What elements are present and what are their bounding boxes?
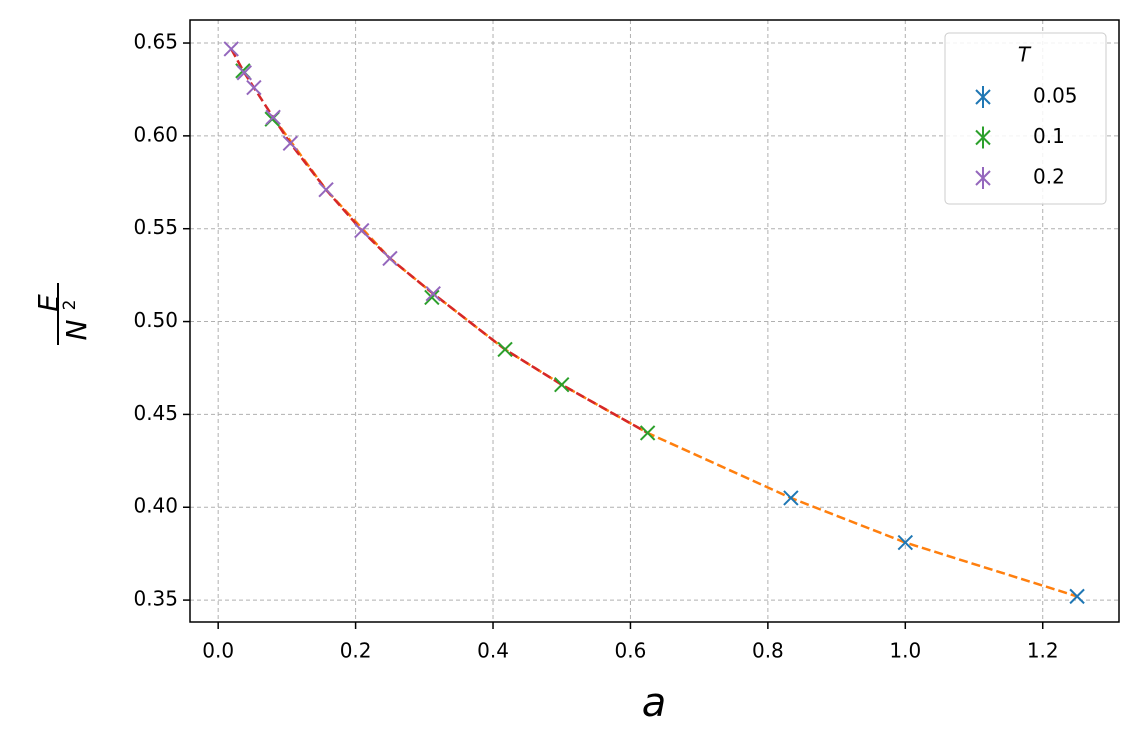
marker xyxy=(554,376,570,393)
x-tick-label: 0.2 xyxy=(340,639,372,663)
marker xyxy=(639,425,656,441)
marker xyxy=(223,41,239,57)
marker xyxy=(783,490,799,506)
marker xyxy=(425,285,441,302)
y-label-exponent: 2 xyxy=(60,300,80,311)
legend-marker xyxy=(975,167,991,189)
y-tick-label: 0.55 xyxy=(133,215,178,239)
legend-label: 0.1 xyxy=(1033,124,1065,148)
legend-marker xyxy=(975,86,991,108)
legend-title: T xyxy=(1018,43,1032,67)
marker xyxy=(1069,588,1085,605)
x-tick-label: 0.0 xyxy=(202,639,234,663)
y-tick-label: 0.65 xyxy=(133,30,178,54)
y-tick-label: 0.45 xyxy=(133,401,178,425)
y-label-numerator: E xyxy=(32,294,65,312)
marker xyxy=(497,341,513,358)
marker xyxy=(382,250,398,267)
y-tick-label: 0.50 xyxy=(133,308,178,332)
marker xyxy=(265,109,281,126)
marker xyxy=(897,534,914,551)
x-tick-label: 1.2 xyxy=(1027,639,1059,663)
legend-box xyxy=(944,32,1107,205)
x-tick-label: 0.6 xyxy=(615,639,647,663)
marker xyxy=(354,222,370,239)
y-tick-label: 0.60 xyxy=(133,122,178,146)
marker xyxy=(282,135,299,152)
plot-frame xyxy=(189,19,1120,623)
fit-line xyxy=(230,48,649,435)
y-axis-label: E N 2 xyxy=(32,283,93,345)
marker xyxy=(236,65,252,81)
x-tick-label: 1.0 xyxy=(889,639,921,663)
legend-label: 0.2 xyxy=(1033,165,1065,189)
legend-marker xyxy=(975,126,991,149)
x-axis-label: a xyxy=(642,680,667,726)
x-tick-label: 0.4 xyxy=(477,639,509,663)
marker xyxy=(424,289,440,306)
marker xyxy=(318,182,334,198)
y-tick-label: 0.40 xyxy=(133,494,178,518)
x-tick-label: 0.8 xyxy=(752,639,784,663)
y-label-denominator: N xyxy=(60,319,93,340)
legend-label: 0.05 xyxy=(1033,84,1078,108)
fit-line xyxy=(272,116,1078,598)
y-tick-label: 0.35 xyxy=(133,587,178,611)
legend: T0.05 0.1 0.2 xyxy=(944,32,1107,205)
marker xyxy=(246,79,262,96)
